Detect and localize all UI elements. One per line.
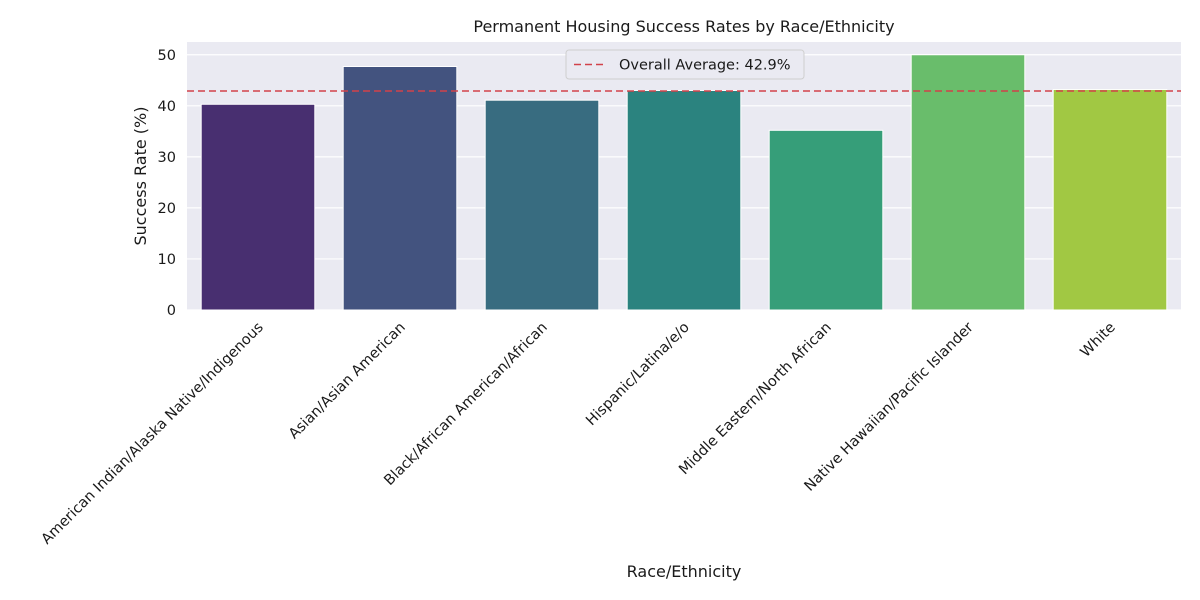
bar bbox=[484, 99, 600, 311]
y-tick-label: 0 bbox=[167, 303, 176, 319]
legend: Overall Average: 42.9% bbox=[565, 49, 805, 80]
bar bbox=[910, 54, 1026, 311]
x-axis-ticks: American Indian/Alaska Native/Indigenous… bbox=[39, 319, 1119, 547]
y-tick-label: 50 bbox=[158, 48, 176, 64]
x-axis-label: Race/Ethnicity bbox=[627, 562, 742, 581]
x-tick-label: Hispanic/Latina/e/o bbox=[583, 319, 693, 429]
bar bbox=[626, 89, 742, 311]
y-tick-label: 40 bbox=[158, 99, 176, 115]
y-tick-label: 10 bbox=[158, 252, 176, 268]
y-axis-ticks: 0 10 20 30 40 50 bbox=[158, 48, 176, 319]
bar bbox=[1052, 88, 1168, 311]
legend-entry-overall-average: Overall Average: 42.9% bbox=[619, 58, 791, 74]
x-tick-label: White bbox=[1078, 319, 1119, 360]
bars bbox=[200, 54, 1168, 311]
y-tick-label: 30 bbox=[158, 150, 176, 166]
x-tick-label: Middle Eastern/North African bbox=[676, 320, 835, 479]
x-tick-label: Native Hawaiian/Pacific Islander bbox=[802, 319, 977, 494]
bar bbox=[342, 66, 458, 311]
chart-title: Permanent Housing Success Rates by Race/… bbox=[473, 17, 894, 36]
x-tick-label: American Indian/Alaska Native/Indigenous bbox=[39, 320, 267, 548]
bar bbox=[768, 129, 884, 311]
x-tick-label: Asian/Asian American bbox=[286, 320, 409, 443]
y-tick-label: 20 bbox=[158, 201, 176, 217]
y-axis-label: Success Rate (%) bbox=[131, 107, 150, 246]
x-tick-label: Black/African American/African bbox=[381, 320, 550, 489]
legend-box bbox=[565, 49, 805, 80]
bar bbox=[200, 103, 316, 311]
